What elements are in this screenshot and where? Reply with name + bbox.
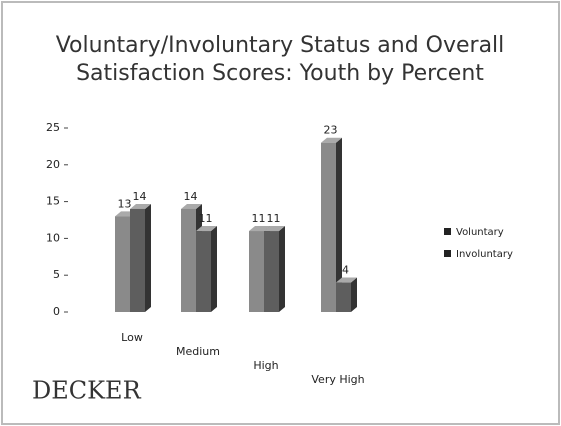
bar xyxy=(130,208,145,312)
bar-top xyxy=(249,226,270,232)
bar-side xyxy=(211,226,217,312)
bar xyxy=(321,142,336,312)
legend-swatch xyxy=(444,228,451,235)
y-tick-label: 0 xyxy=(53,305,60,318)
value-label: 13 xyxy=(118,197,132,210)
value-label: 11 xyxy=(199,212,213,225)
y-tick-label: 15 xyxy=(46,195,60,208)
legend-swatch xyxy=(444,250,451,257)
bar-top xyxy=(196,226,217,232)
bar-top xyxy=(264,226,285,232)
x-tick-label: High xyxy=(253,359,278,372)
value-label: 14 xyxy=(133,190,147,203)
bar xyxy=(181,208,196,312)
x-tick-label: Very High xyxy=(311,373,364,386)
bar xyxy=(196,231,211,312)
y-tick-label: 10 xyxy=(46,231,60,244)
bar-top xyxy=(336,277,357,283)
x-tick-label: Medium xyxy=(176,345,220,358)
logo: DECKER xyxy=(32,377,142,405)
value-label: 23 xyxy=(324,124,338,137)
y-tick-label: 20 xyxy=(46,158,60,171)
bar-side xyxy=(336,137,342,312)
y-tick-label: 25 xyxy=(46,121,60,134)
bar-side xyxy=(279,226,285,312)
value-label: 11 xyxy=(252,212,266,225)
bar-top xyxy=(181,203,202,209)
chart-title: Satisfaction Scores: Youth by Percent xyxy=(76,61,484,86)
bar-top xyxy=(321,137,342,143)
chart-title: Voluntary/Involuntary Status and Overall xyxy=(56,33,505,58)
legend-label: Voluntary xyxy=(456,227,504,238)
bar xyxy=(249,231,264,312)
y-tick-label: 5 xyxy=(53,268,60,281)
x-tick-label: Low xyxy=(121,331,143,344)
bar xyxy=(336,282,351,312)
bar xyxy=(264,231,279,312)
bar xyxy=(115,216,130,312)
value-label: 4 xyxy=(342,264,349,277)
value-label: 11 xyxy=(267,212,281,225)
bar-side xyxy=(145,203,151,312)
bar-side xyxy=(351,277,357,312)
value-label: 14 xyxy=(184,190,198,203)
legend-label: Involuntary xyxy=(456,249,513,260)
bar-top xyxy=(130,203,151,209)
